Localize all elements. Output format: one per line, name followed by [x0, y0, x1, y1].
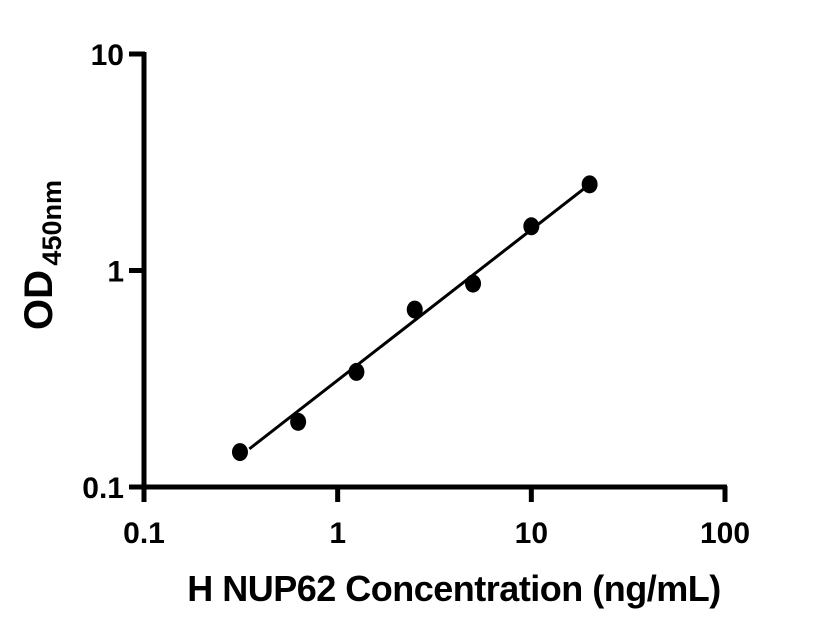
- x-tick-label: 0.1: [123, 517, 165, 550]
- x-axis-ticks: 0.1 1 10 100: [123, 486, 750, 550]
- x-tick-label: 100: [700, 517, 750, 550]
- y-axis-title: OD 450nm: [17, 180, 67, 330]
- y-tick-label: 0.1: [82, 472, 124, 505]
- y-axis-title-main: OD: [17, 270, 61, 330]
- y-axis-title-subscript: 450nm: [37, 180, 67, 266]
- axes: [141, 52, 727, 490]
- data-point: [465, 274, 482, 293]
- data-point: [348, 362, 365, 381]
- data-point: [523, 217, 540, 236]
- axis-frame-line: [141, 52, 727, 490]
- x-tick-label: 10: [515, 517, 548, 550]
- data-point: [290, 412, 307, 431]
- x-tick-label: 1: [329, 517, 346, 550]
- data-point: [581, 175, 598, 194]
- data-points-group: [231, 175, 598, 462]
- data-point: [406, 300, 423, 319]
- y-tick-label: 1: [107, 255, 124, 288]
- data-point: [231, 443, 248, 462]
- x-axis-title: H NUP62 Concentration (ng/mL): [187, 568, 721, 609]
- y-tick-label: 10: [91, 39, 124, 72]
- y-axis-ticks: 0.1 1 10: [82, 39, 145, 505]
